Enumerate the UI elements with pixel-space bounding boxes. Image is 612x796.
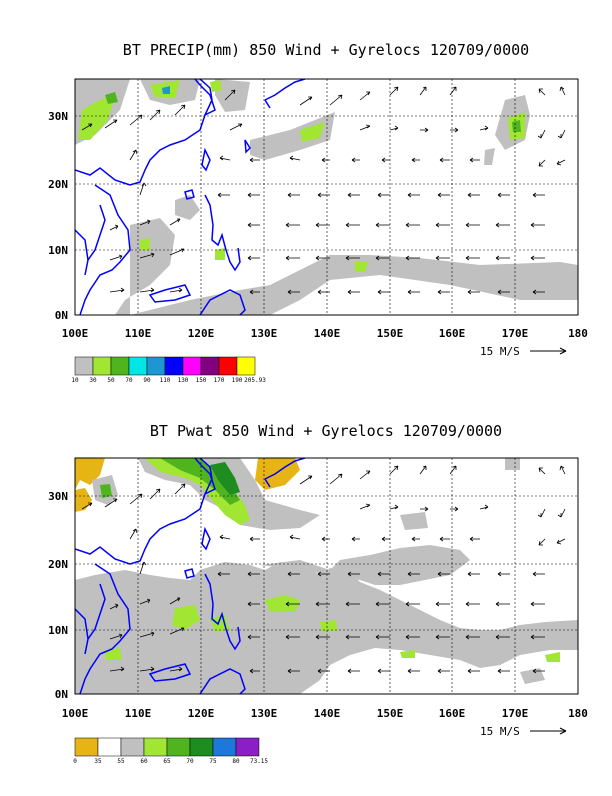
colorbar-label: 80 bbox=[232, 758, 240, 765]
colorbar-swatch bbox=[146, 356, 166, 376]
x-tick-label: 100E bbox=[62, 707, 89, 720]
colorbar-label: 50 bbox=[107, 377, 115, 384]
x-tick-label: 160E bbox=[439, 707, 466, 720]
x-tick-label: 110E bbox=[125, 327, 152, 340]
map-frame bbox=[74, 78, 579, 316]
x-tick-label: 140E bbox=[314, 327, 341, 340]
x-tick-label: 180 bbox=[568, 327, 588, 340]
y-tick-label: 0N bbox=[55, 688, 68, 701]
coastlines bbox=[75, 79, 306, 315]
panel-pwat: BT Pwat 850 Wind + Gyrelocs 120709/0000 bbox=[48, 422, 588, 765]
x-tick-label: 140E bbox=[314, 707, 341, 720]
panel-title: BT PRECIP(mm) 850 Wind + Gyrelocs 120709… bbox=[123, 41, 529, 59]
x-tick-label: 150E bbox=[377, 707, 404, 720]
wind-vectors bbox=[81, 465, 566, 674]
colorbar-labels: 10 30 50 70 90 110 130 150 170 190 205.9… bbox=[71, 377, 266, 384]
colorbar-swatch bbox=[110, 356, 130, 376]
colorbar-label: 70 bbox=[186, 758, 194, 765]
colorbar: 10 30 50 70 90 110 130 150 170 190 205.9… bbox=[71, 356, 266, 384]
map-area bbox=[75, 79, 578, 315]
colorbar-label: 190 bbox=[232, 377, 243, 384]
colorbar-label: 130 bbox=[178, 377, 189, 384]
y-tick-label: 20N bbox=[48, 178, 68, 191]
y-tick-label: 30N bbox=[48, 110, 68, 123]
x-axis-labels: 100E 110E 120E 130E 140E 150E 160E 170E … bbox=[62, 707, 588, 720]
colorbar-swatch bbox=[120, 737, 145, 757]
colorbar-swatch bbox=[92, 356, 112, 376]
wind-scale: 15 M/S bbox=[480, 725, 567, 738]
y-tick-label: 0N bbox=[55, 309, 68, 322]
colorbar-swatch bbox=[189, 737, 214, 757]
colorbar-label: 0 bbox=[73, 758, 77, 765]
colorbar-swatch bbox=[97, 737, 122, 757]
x-tick-label: 150E bbox=[377, 327, 404, 340]
colorbar-swatches bbox=[74, 356, 256, 376]
y-axis-labels: 30N 20N 10N 0N bbox=[48, 110, 68, 322]
colorbar-swatch bbox=[182, 356, 202, 376]
colorbar-label: 110 bbox=[160, 377, 171, 384]
colorbar-swatch bbox=[200, 356, 220, 376]
colorbar-label: 170 bbox=[214, 377, 225, 384]
colorbar: 0 35 55 60 65 70 75 80 73.15 bbox=[73, 737, 268, 765]
x-axis-labels: 100E 110E 120E 130E 140E 150E 160E 170E … bbox=[62, 327, 588, 340]
gridlines bbox=[75, 458, 578, 694]
colorbar-swatches bbox=[74, 737, 260, 757]
colorbar-label: 55 bbox=[117, 758, 125, 765]
x-tick-label: 160E bbox=[439, 327, 466, 340]
colorbar-label: 75 bbox=[209, 758, 217, 765]
colorbar-label: 10 bbox=[71, 377, 79, 384]
colorbar-label: 35 bbox=[94, 758, 102, 765]
colorbar-label: 70 bbox=[125, 377, 133, 384]
wind-scale-label: 15 M/S bbox=[480, 725, 520, 738]
map-frame bbox=[74, 457, 579, 695]
colorbar-label: 30 bbox=[89, 377, 97, 384]
colorbar-swatch bbox=[212, 737, 237, 757]
x-tick-label: 100E bbox=[62, 327, 89, 340]
y-tick-label: 30N bbox=[48, 490, 68, 503]
x-tick-label: 170E bbox=[502, 327, 529, 340]
colorbar-swatch bbox=[218, 356, 238, 376]
panel-precip: BT PRECIP(mm) 850 Wind + Gyrelocs 120709… bbox=[48, 41, 588, 384]
colorbar-swatch bbox=[235, 737, 260, 757]
colorbar-label: 205.93 bbox=[244, 377, 266, 384]
colorbar-swatch bbox=[236, 356, 256, 376]
x-tick-label: 180 bbox=[568, 707, 588, 720]
colorbar-swatch bbox=[74, 737, 99, 757]
x-tick-label: 170E bbox=[502, 707, 529, 720]
y-axis-labels: 30N 20N 10N 0N bbox=[48, 490, 68, 701]
x-tick-label: 120E bbox=[188, 327, 215, 340]
colorbar-swatch bbox=[166, 737, 191, 757]
map-area bbox=[75, 458, 578, 694]
colorbar-swatch bbox=[164, 356, 184, 376]
colorbar-swatch bbox=[143, 737, 168, 757]
wind-scale: 15 M/S bbox=[480, 345, 567, 358]
colorbar-swatch bbox=[74, 356, 94, 376]
wind-scale-label: 15 M/S bbox=[480, 345, 520, 358]
colorbar-labels: 0 35 55 60 65 70 75 80 73.15 bbox=[73, 758, 268, 765]
colorbar-label: 150 bbox=[196, 377, 207, 384]
colorbar-label: 65 bbox=[163, 758, 171, 765]
y-tick-label: 10N bbox=[48, 244, 68, 257]
y-tick-label: 20N bbox=[48, 558, 68, 571]
y-tick-label: 10N bbox=[48, 624, 68, 637]
x-tick-label: 130E bbox=[251, 327, 278, 340]
panel-title: BT Pwat 850 Wind + Gyrelocs 120709/0000 bbox=[150, 422, 502, 440]
x-tick-label: 120E bbox=[188, 707, 215, 720]
x-tick-label: 110E bbox=[125, 707, 152, 720]
wind-scale-arrow bbox=[530, 727, 567, 735]
wind-scale-arrow bbox=[530, 347, 567, 355]
wind-vectors bbox=[81, 86, 566, 295]
gridlines bbox=[75, 79, 578, 315]
colorbar-swatch bbox=[128, 356, 148, 376]
x-tick-label: 130E bbox=[251, 707, 278, 720]
colorbar-label: 60 bbox=[140, 758, 148, 765]
precip-shading bbox=[75, 79, 578, 315]
colorbar-label: 73.15 bbox=[250, 758, 268, 765]
colorbar-label: 90 bbox=[143, 377, 151, 384]
coastlines bbox=[75, 458, 306, 694]
